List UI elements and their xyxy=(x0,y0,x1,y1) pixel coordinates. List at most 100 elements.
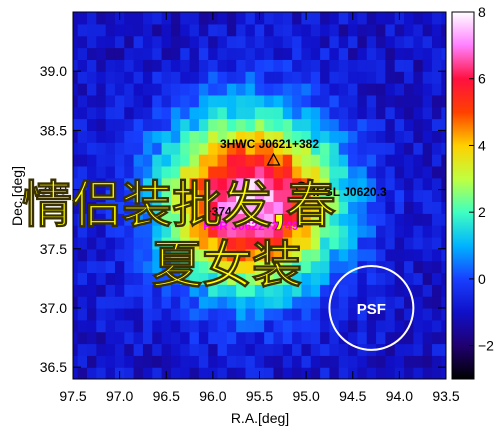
heatmap-cell xyxy=(124,307,135,321)
heatmap-cell xyxy=(245,319,256,333)
heatmap-cell xyxy=(329,142,340,155)
heatmap-cell xyxy=(348,165,359,179)
heatmap-cell xyxy=(170,165,181,179)
heatmap-cell xyxy=(385,367,396,379)
heatmap-cell xyxy=(59,36,69,48)
heatmap-cell xyxy=(413,130,424,143)
heatmap-cell xyxy=(77,142,88,155)
source-label: 4FGL J0620.3 xyxy=(309,185,386,199)
heatmap-cell xyxy=(273,248,284,262)
heatmap-cell xyxy=(105,213,116,226)
heatmap-cell xyxy=(124,118,135,131)
heatmap-cell xyxy=(161,12,172,13)
heatmap-cell xyxy=(180,319,191,333)
heatmap-cell xyxy=(357,272,368,285)
heatmap-cell xyxy=(86,296,97,309)
heatmap-cell xyxy=(170,213,181,226)
heatmap-cell xyxy=(236,23,247,37)
heatmap-cell xyxy=(292,296,303,309)
heatmap-cell xyxy=(413,225,424,238)
heatmap-cell xyxy=(114,307,125,321)
heatmap-cell xyxy=(432,319,442,333)
heatmap-cell xyxy=(208,272,219,285)
heatmap-cell xyxy=(170,59,181,72)
heatmap-cell xyxy=(292,94,303,108)
heatmap-cell xyxy=(170,177,181,191)
heatmap-cell xyxy=(245,106,256,120)
heatmap-cell xyxy=(413,154,424,167)
heatmap-cell xyxy=(273,165,284,179)
heatmap-cell xyxy=(310,201,321,214)
heatmap-cell xyxy=(73,59,79,72)
heatmap-cell xyxy=(133,130,144,143)
heatmap-cell xyxy=(124,189,135,203)
source-label: +374 xyxy=(205,205,232,219)
heatmap-cell xyxy=(413,379,423,391)
heatmap-cell xyxy=(283,379,293,391)
heatmap-cell xyxy=(376,23,386,37)
heatmap-cell xyxy=(441,35,446,49)
heatmap-cell xyxy=(320,59,331,72)
heatmap-cell xyxy=(441,83,446,96)
heatmap-cell xyxy=(376,130,386,143)
heatmap-cell xyxy=(73,154,79,167)
heatmap-cell xyxy=(320,106,331,120)
heatmap-cell xyxy=(96,189,107,203)
heatmap-cell xyxy=(86,71,97,84)
heatmap-cell xyxy=(357,142,368,155)
heatmap-cell xyxy=(114,343,125,356)
heatmap-cell xyxy=(432,23,442,37)
heatmap-cell xyxy=(198,296,209,309)
heatmap-cell xyxy=(245,47,256,60)
heatmap-cell xyxy=(161,154,172,167)
heatmap-cell xyxy=(348,284,359,297)
heatmap-cell xyxy=(301,12,312,13)
heatmap-cell xyxy=(282,71,293,84)
heatmap-cell xyxy=(105,47,116,60)
heatmap-cell xyxy=(394,47,405,60)
heatmap-cell xyxy=(404,118,414,131)
heatmap-cell xyxy=(264,154,275,167)
heatmap-cell xyxy=(329,367,340,379)
heatmap-cell xyxy=(310,213,321,226)
heatmap-cell xyxy=(217,12,228,25)
heatmap-cell xyxy=(432,296,442,309)
heatmap-cell xyxy=(282,225,293,238)
heatmap-cell xyxy=(152,213,163,226)
heatmap-cell xyxy=(189,367,200,379)
heatmap-cell xyxy=(282,12,293,25)
heatmap-cell xyxy=(301,201,312,214)
heatmap-cell xyxy=(441,23,446,37)
heatmap-cell xyxy=(217,260,228,274)
heatmap-cell xyxy=(394,118,405,131)
heatmap-cell xyxy=(357,367,368,379)
heatmap-cell xyxy=(385,142,396,155)
heatmap-cell xyxy=(394,355,405,368)
heatmap-cell xyxy=(310,248,321,262)
heatmap-cell xyxy=(357,177,368,191)
heatmap-cell xyxy=(77,296,88,309)
heatmap-cell xyxy=(142,260,153,274)
heatmap-cell xyxy=(254,284,265,297)
heatmap-cell xyxy=(77,260,88,274)
heatmap-cell xyxy=(245,94,256,108)
heatmap-cell xyxy=(77,35,88,49)
heatmap-cell xyxy=(422,118,433,131)
heatmap-cell xyxy=(264,201,275,214)
heatmap-cell xyxy=(357,35,368,49)
y-tick-label: 38.0 xyxy=(40,182,67,198)
heatmap-cell xyxy=(273,177,284,191)
heatmap-cell xyxy=(133,343,144,356)
heatmap-cell xyxy=(152,142,163,155)
heatmap-cell xyxy=(320,307,331,321)
heatmap-cell xyxy=(105,130,116,143)
heatmap-cell xyxy=(394,83,405,96)
heatmap-cell xyxy=(133,94,144,108)
heatmap-cell xyxy=(189,343,200,356)
heatmap-cell xyxy=(133,367,144,379)
heatmap-cell xyxy=(422,142,433,155)
heatmap-cell xyxy=(404,343,414,356)
heatmap-cell xyxy=(161,307,172,321)
heatmap-cell xyxy=(114,59,125,72)
heatmap-cell xyxy=(208,130,219,143)
